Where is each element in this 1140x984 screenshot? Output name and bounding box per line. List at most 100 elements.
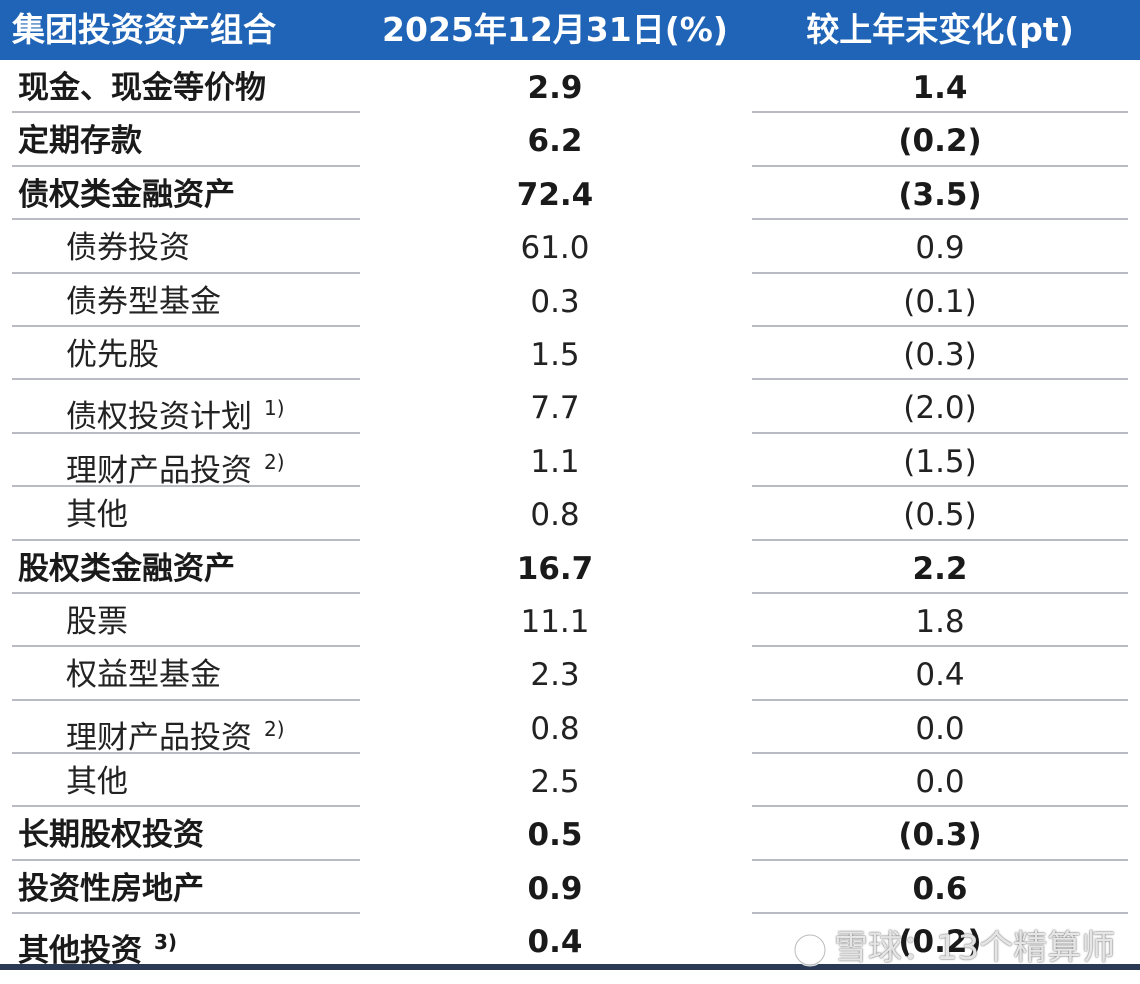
row-change-pt: (2.0) (903, 390, 977, 427)
row-current-pct: 1.5 (530, 336, 580, 373)
table-row: 理财产品投资 2) 0.8 0.0 (0, 701, 1140, 756)
row-change-pt: (1.5) (903, 443, 977, 480)
row-divider-gap (360, 164, 752, 167)
header-portfolio: 集团投资资产组合 (12, 10, 276, 49)
row-current-pct: 0.4 (527, 924, 583, 961)
row-divider-gap (360, 111, 752, 114)
row-label-text: 理财产品投资 (66, 452, 252, 489)
row-label: 理财产品投资 2) (66, 434, 285, 489)
table-row: 股票 11.1 1.8 (0, 594, 1140, 648)
snowball-logo-icon (793, 933, 827, 966)
row-label: 现金、现金等价物 (18, 60, 266, 113)
row-divider-gap (360, 698, 752, 701)
row-label: 其他 (66, 487, 128, 540)
row-current-pct: 72.4 (516, 176, 594, 213)
row-change-pt: (0.2) (898, 123, 982, 160)
row-label-text: 现金、现金等价物 (18, 70, 266, 106)
row-divider-gap (360, 271, 752, 274)
row-current-pct: 11.1 (520, 603, 590, 640)
row-current-pct: 0.3 (530, 283, 580, 320)
row-label-text: 权益型基金 (66, 657, 221, 694)
row-label-text: 其他 (66, 497, 128, 534)
watermark-text: 雪球：13个精算师 (834, 928, 1116, 968)
row-change-pt: 0.6 (912, 870, 968, 907)
row-label: 定期存款 (18, 113, 142, 166)
row-current-pct: 16.7 (516, 550, 594, 587)
row-label: 股权类金融资产 (18, 541, 235, 594)
row-divider-gap (360, 591, 752, 594)
row-label-text: 股票 (66, 603, 128, 640)
table-row: 债权类金融资产 72.4 (3.5) (0, 167, 1140, 221)
row-label-text: 债权类金融资产 (18, 176, 235, 213)
row-divider-gap (360, 645, 752, 648)
row-label: 长期股权投资 (18, 807, 204, 860)
row-current-pct: 2.9 (527, 70, 583, 106)
row-current-pct: 0.9 (527, 870, 583, 907)
table-row: 投资性房地产 0.9 0.6 (0, 861, 1140, 915)
row-label-text: 债券投资 (66, 230, 190, 267)
table-body: 现金、现金等价物 2.9 1.4 定期存款 6.2 (0.2) 债权类金融资产 72.4 (3.… (0, 60, 1140, 970)
table-row: 现金、现金等价物 2.9 1.4 (0, 60, 1140, 114)
row-current-pct: 7.7 (530, 390, 580, 427)
table-header: 集团投资资产组合 2025年12月31日(%) 较上年末变化(pt) (0, 0, 1140, 60)
table-row: 其他 2.5 0.0 (0, 754, 1140, 808)
header-change-pt: 较上年末变化(pt) (806, 10, 1074, 49)
row-label: 权益型基金 (66, 647, 221, 700)
table-row: 权益型基金 2.3 0.4 (0, 647, 1140, 701)
row-current-pct: 0.8 (530, 497, 580, 534)
row-label: 债权类金融资产 (18, 167, 235, 220)
row-change-pt: (0.2) (898, 924, 982, 961)
header-current-pct: 2025年12月31日(%) (382, 10, 728, 49)
row-current-pct: 61.0 (520, 230, 590, 267)
table-row: 其他投资 3) 0.4 (0.2) (0, 914, 1140, 970)
table-row: 优先股 1.5 (0.3) (0, 327, 1140, 381)
row-current-pct: 6.2 (527, 123, 583, 160)
row-change-pt: (3.5) (898, 176, 982, 213)
row-label-text: 定期存款 (18, 123, 142, 160)
row-change-pt: (0.3) (903, 336, 977, 373)
row-label-text: 其他 (66, 764, 128, 801)
table-row: 长期股权投资 0.5 (0.3) (0, 807, 1140, 861)
footnote-marker: 3) (154, 930, 178, 955)
row-label-text: 其他投资 (18, 933, 142, 970)
row-label-text: 债券型基金 (66, 283, 221, 320)
row-change-pt: 0.9 (915, 230, 965, 267)
row-divider-gap (360, 858, 752, 861)
row-change-pt: 0.4 (915, 657, 965, 694)
row-current-pct: 2.5 (530, 764, 580, 801)
row-label-text: 优先股 (66, 336, 159, 373)
table-row: 其他 0.8 (0.5) (0, 487, 1140, 541)
row-divider-gap (360, 805, 752, 808)
row-label: 债权投资计划 1) (66, 380, 285, 435)
bottom-rule (0, 964, 1140, 970)
row-label: 债券投资 (66, 220, 190, 273)
table-row: 理财产品投资 2) 1.1 (1.5) (0, 434, 1140, 489)
footnote-marker: 2) (264, 716, 285, 741)
row-divider-gap (360, 752, 752, 755)
row-label: 理财产品投资 2) (66, 701, 285, 756)
row-label-text: 长期股权投资 (18, 817, 204, 854)
footnote-marker: 2) (264, 449, 285, 474)
row-label: 股票 (66, 594, 128, 647)
table-row: 股权类金融资产 16.7 2.2 (0, 541, 1140, 594)
row-label: 其他投资 3) (18, 914, 178, 970)
row-current-pct: 1.1 (530, 443, 580, 480)
row-divider-gap (360, 431, 752, 434)
table-row: 债券投资 61.0 0.9 (0, 220, 1140, 274)
row-change-pt: (0.1) (903, 283, 977, 320)
row-label: 其他 (66, 754, 128, 807)
row-label-text: 股权类金融资产 (18, 550, 235, 587)
row-change-pt: (0.3) (898, 817, 982, 854)
row-change-pt: 0.0 (915, 710, 965, 747)
row-change-pt: (0.5) (903, 497, 977, 534)
table-row: 定期存款 6.2 (0.2) (0, 113, 1140, 167)
watermark: 雪球：13个精算师 (792, 924, 1115, 972)
row-label: 优先股 (66, 327, 159, 380)
row-label-text: 投资性房地产 (18, 870, 204, 907)
row-change-pt: 1.4 (912, 70, 968, 106)
row-change-pt: 0.0 (915, 764, 965, 801)
footnote-marker: 1) (264, 396, 285, 421)
row-label-text: 理财产品投资 (66, 719, 252, 756)
table-row: 债权投资计划 1) 7.7 (2.0) (0, 380, 1140, 435)
